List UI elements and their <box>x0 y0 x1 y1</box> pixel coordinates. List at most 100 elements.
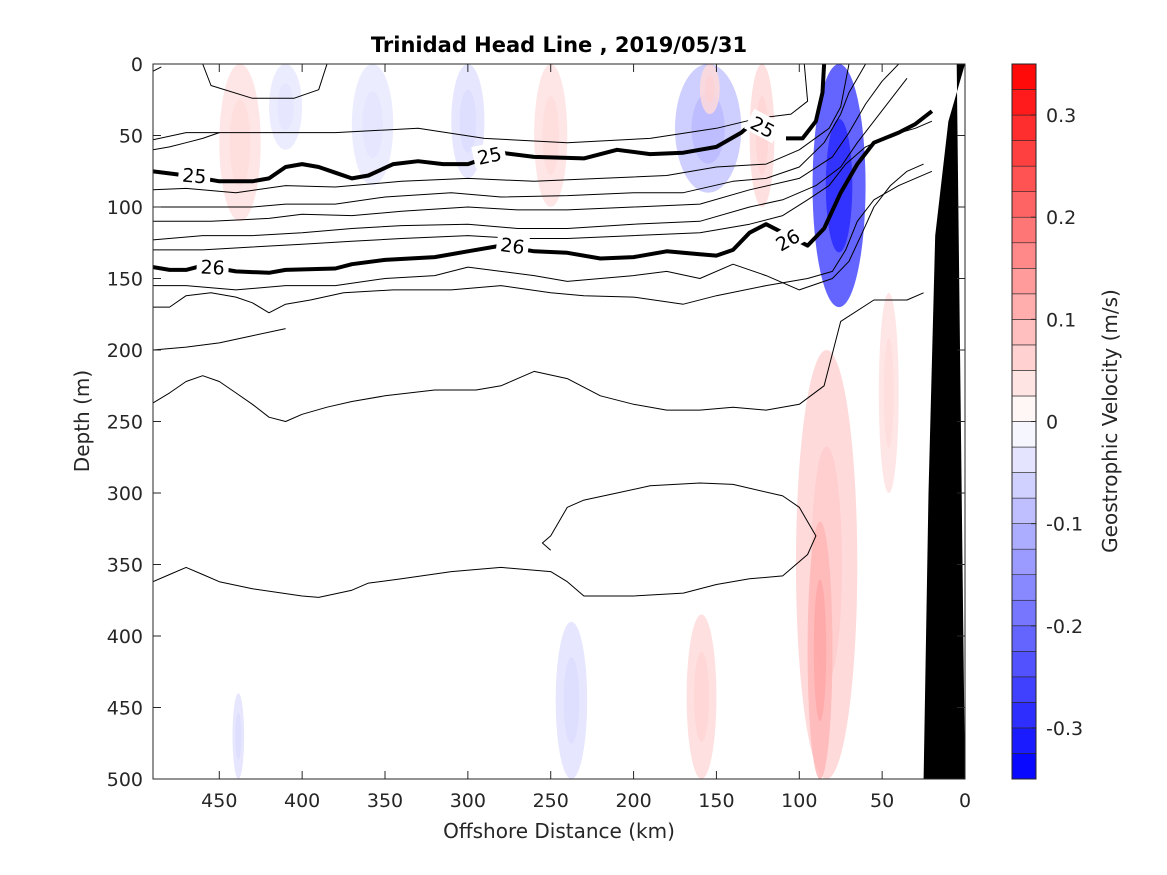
x-tick-label: 0 <box>959 790 971 812</box>
colorbar-swatch <box>1011 676 1037 703</box>
y-tick-label: 150 <box>107 269 143 291</box>
contour-label-bg <box>495 231 531 258</box>
colorbar-swatch <box>1011 344 1037 371</box>
contour-line <box>153 77 908 241</box>
x-tick-label: 50 <box>870 790 894 812</box>
colorbar-swatch <box>1011 421 1037 448</box>
y-tick-label: 350 <box>107 555 143 577</box>
y-tick-label: 450 <box>107 698 143 720</box>
y-tick-label: 500 <box>107 769 143 791</box>
colorbar-tick-label: 0 <box>1046 412 1058 434</box>
y-tick-label: 50 <box>119 126 143 148</box>
velocity-core <box>542 96 559 175</box>
contour-line <box>153 66 162 72</box>
velocity-core <box>229 99 251 186</box>
contour-label: 26 <box>499 234 526 259</box>
colorbar-tick-label: -0.3 <box>1046 718 1083 740</box>
x-tick-label: 250 <box>533 790 569 812</box>
colorbar-swatch <box>1011 727 1037 754</box>
colorbar-swatch <box>1011 625 1037 652</box>
y-tick-label: 300 <box>107 483 143 505</box>
velocity-core <box>362 91 383 159</box>
colorbar-tick-label: 0.2 <box>1046 207 1076 229</box>
colorbar-tick-label: 0.1 <box>1046 309 1076 331</box>
y-tick-label: 0 <box>131 54 143 76</box>
colorbar: 0.3 0.2 0.1 0 -0.1 -0.2 -0.3 <box>1011 63 1083 780</box>
y-tick-label: 200 <box>107 340 143 362</box>
colorbar-swatch <box>1011 114 1037 141</box>
colorbar-tick-label: 0.3 <box>1046 105 1076 127</box>
colorbar-swatch <box>1011 216 1037 244</box>
velocity-core <box>813 579 827 722</box>
contour-line <box>153 163 924 291</box>
contour-line-bold <box>153 116 760 184</box>
colorbar-swatch <box>1011 267 1037 295</box>
velocity-core <box>704 75 715 103</box>
x-axis-label: Offshore Distance (km) <box>443 819 675 843</box>
contour-line <box>153 170 933 314</box>
colorbar-swatch <box>1011 370 1037 397</box>
y-tick-label: 100 <box>107 197 143 219</box>
colorbar-swatch <box>1011 293 1037 320</box>
velocity-core <box>235 712 242 760</box>
x-tick-label: 450 <box>201 790 237 812</box>
colorbar-swatch <box>1011 242 1037 269</box>
contour-line <box>153 64 850 194</box>
contour-line <box>153 64 809 144</box>
contour-line <box>153 132 220 151</box>
contour-label-bg <box>177 162 212 187</box>
contour-line <box>153 482 817 598</box>
contour-label: 25 <box>475 143 503 170</box>
y-axis-label: Depth (m) <box>70 370 94 472</box>
colorbar-swatch <box>1011 753 1037 780</box>
y-axis-ticks: 0 50 100 150 200 250 300 350 400 450 500 <box>107 54 965 791</box>
colorbar-tick-label: -0.1 <box>1046 514 1083 536</box>
contour-label-bg <box>196 254 230 278</box>
x-tick-label: 300 <box>450 790 486 812</box>
contour-line <box>153 64 900 222</box>
velocity-core <box>883 337 894 448</box>
colorbar-swatch <box>1011 702 1037 729</box>
colorbar-swatch <box>1011 523 1037 550</box>
colorbar-swatch <box>1011 497 1037 524</box>
colorbar-swatch <box>1011 63 1037 90</box>
contour-line <box>153 64 867 208</box>
x-tick-label: 400 <box>284 790 320 812</box>
colorbar-swatch <box>1011 319 1037 346</box>
contour-line-bold <box>786 64 827 141</box>
y-tick-label: 400 <box>107 626 143 648</box>
colorbar-swatch <box>1011 140 1037 167</box>
seafloor <box>923 64 965 779</box>
x-axis-ticks: 450 400 350 300 250 200 150 100 50 0 <box>201 64 971 812</box>
contour-line <box>153 328 286 351</box>
colorbar-swatch <box>1011 599 1037 627</box>
x-tick-label: 150 <box>698 790 734 812</box>
bathymetry <box>923 64 965 779</box>
contour-label-bg <box>471 140 508 169</box>
contour-line <box>202 64 328 99</box>
contour-line-bold <box>153 109 934 275</box>
colorbar-swatch <box>1011 446 1037 473</box>
velocity-core <box>277 83 294 131</box>
contour-line <box>153 292 924 422</box>
velocity-core <box>825 118 853 253</box>
velocity-core <box>459 89 477 153</box>
y-tick-label: 250 <box>107 412 143 434</box>
contour-label: 26 <box>200 256 225 279</box>
velocity-core <box>694 651 709 742</box>
x-tick-label: 100 <box>781 790 817 812</box>
x-tick-label: 200 <box>615 790 651 812</box>
colorbar-swatch <box>1011 165 1037 192</box>
colorbar-swatch <box>1011 89 1037 116</box>
colorbar-label: Geostrophic Velocity (m/s) <box>1098 289 1122 553</box>
colorbar-swatch <box>1011 574 1037 601</box>
colorbar-swatch <box>1011 651 1037 678</box>
colorbar-swatch <box>1011 191 1037 218</box>
colorbar-swatch <box>1011 395 1037 422</box>
colorbar-swatch <box>1011 548 1037 576</box>
contour-line <box>153 120 933 251</box>
colorbar-swatch <box>1011 472 1037 499</box>
colorbar-tick-label: -0.2 <box>1046 616 1083 638</box>
